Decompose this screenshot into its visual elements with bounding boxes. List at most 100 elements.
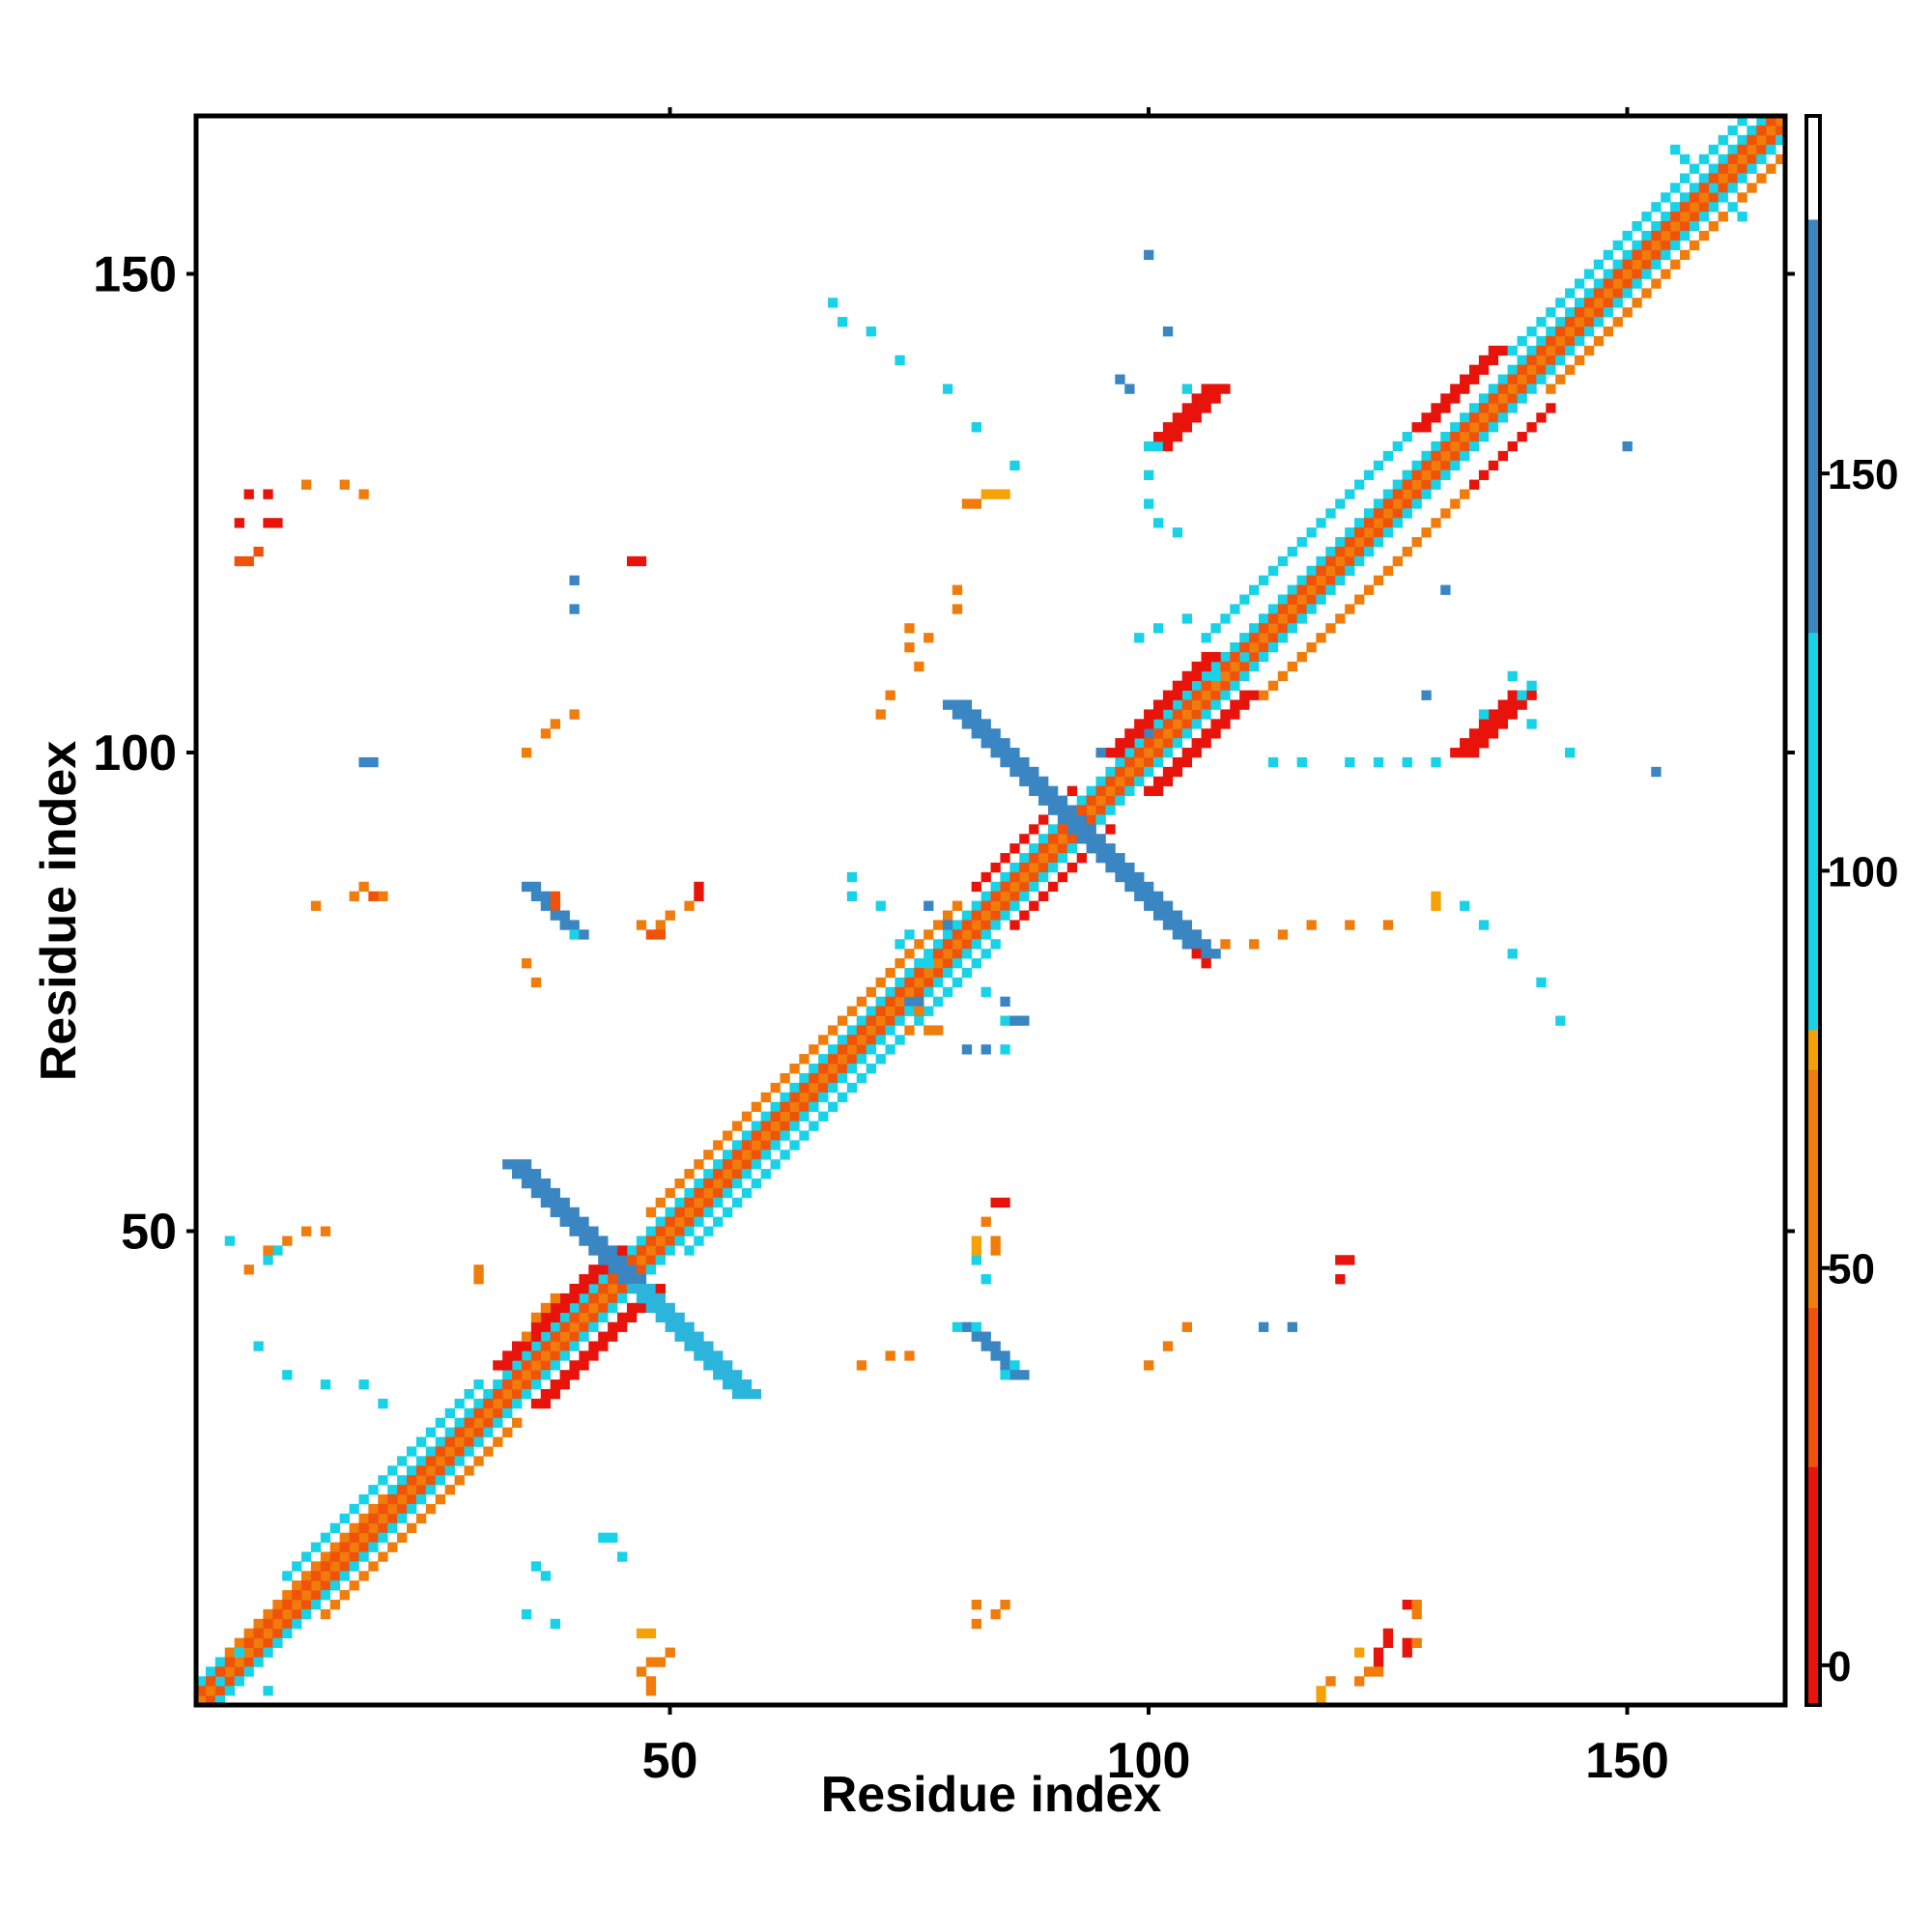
heatmap-cell [1152,910,1164,921]
heatmap-cell [1421,527,1432,538]
heatmap-cell [1009,756,1020,768]
heatmap-cell [980,1216,991,1227]
heatmap-cell [1306,604,1317,614]
heatmap-cell [1267,623,1279,634]
heatmap-cell [694,1207,704,1218]
heatmap-cell [1220,613,1231,624]
heatmap-cell [895,355,905,366]
heatmap-cell [665,1245,675,1256]
heatmap-cell [349,1532,359,1543]
heatmap-cell [1345,555,1355,567]
heatmap-cell [1497,403,1509,413]
heatmap-cell [1776,154,1786,164]
heatmap-cell [1210,393,1221,404]
heatmap-cell [1076,795,1087,806]
heatmap-cell [243,1264,254,1275]
heatmap-cell [1105,766,1116,778]
heatmap-cell [952,900,963,911]
heatmap-cell [253,1657,264,1667]
heatmap-cell [608,1255,618,1265]
colorbar-frame [1804,114,1822,1707]
heatmap-cell [540,1360,552,1371]
heatmap-cell [1306,584,1317,595]
heatmap-cell [569,1370,580,1380]
heatmap-cell [1162,920,1174,930]
heatmap-cell [1689,202,1700,213]
heatmap-cell [1497,719,1509,729]
heatmap-cell [358,489,369,499]
heatmap-cell [1373,1666,1384,1677]
heatmap-cell [464,1417,474,1429]
heatmap-cell [1583,298,1595,308]
heatmap-cell [1411,1608,1422,1620]
heatmap-cell [846,1035,858,1045]
heatmap-cell [713,1350,724,1361]
heatmap-cell [579,1226,589,1236]
heatmap-cell [550,1618,560,1630]
heatmap-cell [1698,230,1710,242]
heatmap-cell [1000,748,1010,758]
heatmap-cell [444,1446,455,1457]
heatmap-cell [655,1302,666,1314]
heatmap-cell [674,1331,685,1342]
heatmap-cell [1517,335,1527,347]
heatmap-cell [243,1647,254,1658]
heatmap-cell [1210,661,1221,672]
heatmap-cell [1679,212,1690,222]
heatmap-cell [655,920,666,930]
heatmap-cell [320,1551,331,1562]
heatmap-cell [655,1226,666,1236]
heatmap-cell [952,1321,963,1332]
heatmap-cell [1162,327,1174,337]
heatmap-cell [521,1331,532,1342]
heatmap-cell [1325,508,1336,519]
heatmap-cell [282,1236,293,1246]
heatmap-cell [1392,440,1404,452]
heatmap-cell [741,1150,753,1160]
heatmap-cell [645,1226,657,1236]
heatmap-cell [971,498,981,509]
heatmap-cell [1622,269,1633,279]
heatmap-cell [1144,738,1154,749]
heatmap-cell [914,1006,924,1016]
heatmap-cell [731,1178,743,1189]
heatmap-cell [1670,202,1681,213]
heatmap-cell [378,1522,388,1534]
heatmap-cell [1651,278,1662,289]
heatmap-cell [234,1676,244,1687]
heatmap-cell [1641,240,1652,251]
heatmap-cell [368,1513,379,1524]
heatmap-cell [875,1054,886,1065]
heatmap-cell [530,1169,542,1179]
heatmap-cell [875,1025,886,1036]
heatmap-cell [1565,288,1576,298]
heatmap-cell [1325,575,1336,585]
heatmap-cell [493,1398,503,1409]
heatmap-cell [626,1245,638,1256]
heatmap-cell [521,1388,532,1400]
heatmap-cell [588,1341,599,1351]
heatmap-cell [895,1006,905,1016]
heatmap-cell [1152,891,1164,901]
heatmap-cell [473,1427,484,1437]
heatmap-cell [760,1169,771,1179]
heatmap-cell [1191,403,1202,413]
heatmap-cell [904,623,915,634]
heatmap-cell [1162,422,1174,433]
heatmap-cell [789,1140,800,1151]
heatmap-cell [942,910,953,921]
heatmap-cell [1009,766,1020,778]
heatmap-cell [1134,633,1145,643]
heatmap-cell [1162,738,1174,749]
heatmap-cell [1047,862,1059,873]
heatmap-cell [502,1427,513,1437]
heatmap-cell [1622,259,1633,270]
heatmap-cell [1450,432,1461,442]
heatmap-cell [550,910,560,921]
heatmap-cell [598,1283,609,1294]
heatmap-cell [1325,584,1336,595]
heatmap-cell [1612,259,1623,270]
heatmap-cell [1019,1370,1030,1380]
heatmap-cell [1181,719,1193,729]
heatmap-cell [904,929,915,940]
